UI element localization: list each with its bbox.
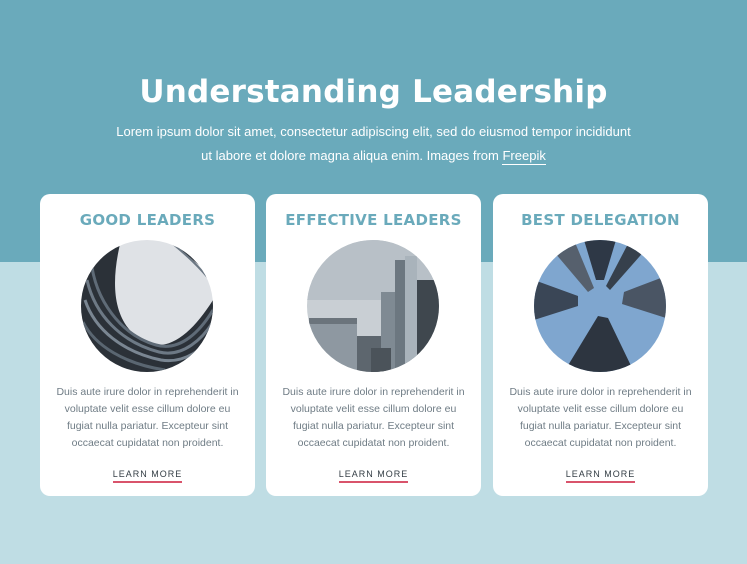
freepik-link[interactable]: Freepik [502, 148, 546, 165]
learn-more-link[interactable]: LEARN MORE [112, 469, 183, 483]
card-description: Duis aute irure dolor in reprehenderit i… [282, 386, 465, 449]
hero-description: Lorem ipsum dolor sit amet, consectetur … [110, 120, 637, 168]
card-title: GOOD LEADERS [79, 211, 216, 229]
card-effective-leaders: EFFECTIVE LEADERS Duis aute irure dolor … [266, 194, 481, 496]
card-best-delegation: BEST DELEGATION Duis aute irure dolor in… [493, 194, 708, 496]
card-title: EFFECTIVE LEADERS [285, 211, 462, 229]
learn-more-link[interactable]: LEARN MORE [565, 469, 636, 483]
card-description: Duis aute irure dolor in reprehenderit i… [56, 386, 239, 449]
curved-building-image [81, 240, 213, 372]
page-title: Understanding Leadership [139, 74, 608, 110]
card-description: Duis aute irure dolor in reprehenderit i… [509, 386, 692, 449]
card-good-leaders: GOOD LEADERS Duis aute irure dolor in re… [40, 194, 255, 496]
hero-description-text: Lorem ipsum dolor sit amet, consectetur … [116, 124, 631, 163]
learn-more-link[interactable]: LEARN MORE [338, 469, 409, 483]
towers-looking-up-image [534, 240, 666, 372]
card-title: BEST DELEGATION [521, 211, 680, 229]
skyscrapers-image [307, 240, 439, 372]
